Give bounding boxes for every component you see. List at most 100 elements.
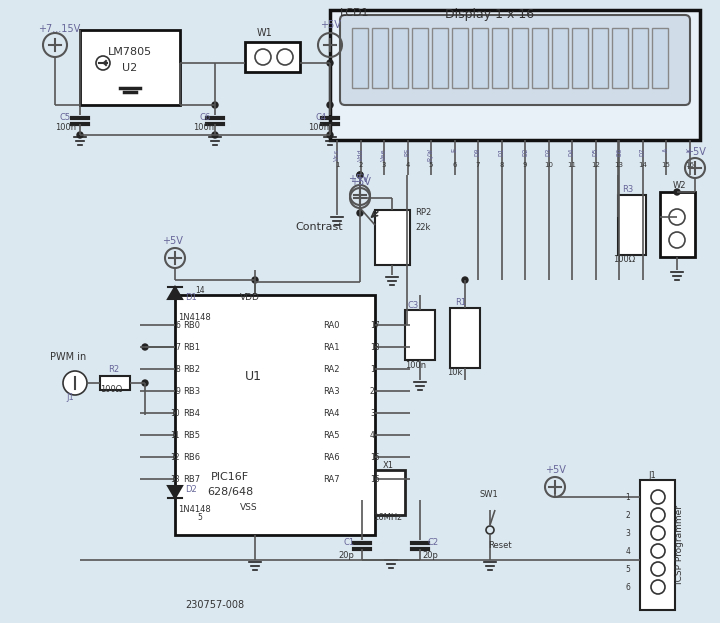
Text: 13: 13 — [614, 162, 624, 168]
Text: U2: U2 — [122, 63, 138, 73]
Text: 4: 4 — [625, 548, 630, 556]
Text: 100n: 100n — [55, 123, 76, 132]
Text: 1: 1 — [335, 162, 339, 168]
Text: 5: 5 — [197, 513, 202, 522]
Text: RA2: RA2 — [323, 364, 340, 374]
Bar — [405, 310, 435, 360]
Bar — [492, 28, 508, 88]
Text: Vdd: Vdd — [358, 148, 364, 161]
Bar — [432, 28, 448, 88]
Text: RA3: RA3 — [323, 386, 340, 396]
Text: Display 1 x 16: Display 1 x 16 — [446, 8, 534, 21]
Text: RA4: RA4 — [323, 409, 340, 417]
Text: LCD1: LCD1 — [340, 8, 369, 18]
Text: LM7805: LM7805 — [108, 47, 152, 57]
Text: VSS: VSS — [240, 503, 258, 512]
Text: 4: 4 — [405, 162, 410, 168]
Circle shape — [651, 490, 665, 504]
Circle shape — [142, 380, 148, 386]
Text: D2: D2 — [185, 485, 197, 494]
Circle shape — [277, 49, 293, 65]
Text: C3: C3 — [408, 301, 419, 310]
Circle shape — [327, 132, 333, 138]
Text: D7: D7 — [639, 148, 646, 156]
Text: 16: 16 — [685, 162, 694, 168]
Text: 14: 14 — [195, 286, 204, 295]
Circle shape — [252, 277, 258, 283]
Text: 12: 12 — [171, 452, 180, 462]
Circle shape — [63, 371, 87, 395]
Text: 7: 7 — [175, 343, 180, 351]
Text: 8: 8 — [175, 364, 180, 374]
Text: R1: R1 — [455, 298, 466, 307]
Text: C4: C4 — [315, 113, 326, 122]
Bar — [80, 30, 180, 105]
Text: RB5: RB5 — [183, 430, 200, 439]
Text: 11: 11 — [567, 162, 577, 168]
Text: Contrast: Contrast — [295, 222, 343, 232]
Text: 100Ω: 100Ω — [613, 255, 635, 264]
Circle shape — [357, 172, 363, 178]
Bar — [330, 10, 700, 140]
Text: J1: J1 — [66, 393, 73, 402]
Text: 100n: 100n — [308, 123, 329, 132]
Text: 16MHz: 16MHz — [373, 513, 402, 522]
Text: RB0: RB0 — [183, 320, 200, 330]
Bar — [512, 28, 528, 88]
Text: R2: R2 — [108, 365, 119, 374]
Circle shape — [77, 132, 83, 138]
Circle shape — [327, 102, 333, 108]
Text: +5V: +5V — [320, 20, 341, 30]
Bar — [175, 295, 375, 535]
Text: E: E — [451, 148, 457, 152]
Text: D3: D3 — [546, 148, 552, 156]
Text: R3: R3 — [622, 185, 634, 194]
FancyBboxPatch shape — [340, 15, 690, 105]
Text: J1: J1 — [648, 471, 656, 480]
Text: 16: 16 — [370, 475, 379, 483]
Bar — [632, 28, 648, 88]
Text: 3: 3 — [625, 530, 630, 538]
Text: RA0: RA0 — [323, 320, 340, 330]
Circle shape — [669, 209, 685, 225]
Circle shape — [651, 508, 665, 522]
Text: 10: 10 — [544, 162, 553, 168]
Text: 8: 8 — [499, 162, 504, 168]
Bar — [532, 28, 548, 88]
Bar — [572, 28, 588, 88]
Circle shape — [255, 49, 271, 65]
Bar — [472, 28, 488, 88]
Bar — [412, 28, 428, 88]
Text: +5V: +5V — [545, 465, 566, 475]
Bar — [592, 28, 608, 88]
Circle shape — [212, 132, 218, 138]
Text: 18: 18 — [370, 343, 379, 351]
Text: 6: 6 — [452, 162, 456, 168]
Text: RP2: RP2 — [415, 208, 431, 217]
Text: 2: 2 — [359, 162, 363, 168]
Circle shape — [651, 580, 665, 594]
Text: 20p: 20p — [422, 551, 438, 560]
Text: RB1: RB1 — [183, 343, 200, 351]
Text: R/W: R/W — [428, 148, 434, 161]
Text: 2: 2 — [625, 511, 630, 520]
Bar — [552, 28, 568, 88]
Circle shape — [142, 344, 148, 350]
Text: 9: 9 — [175, 386, 180, 396]
Text: W2: W2 — [673, 181, 686, 190]
Text: ICSP Programmer: ICSP Programmer — [675, 505, 685, 584]
Text: D1: D1 — [498, 148, 505, 156]
Text: D0: D0 — [475, 148, 481, 156]
Text: D5: D5 — [593, 148, 598, 156]
Bar — [245, 42, 300, 72]
Text: 5: 5 — [429, 162, 433, 168]
Text: D1: D1 — [185, 293, 197, 302]
Bar — [640, 480, 675, 610]
Bar — [618, 195, 646, 255]
Text: C5: C5 — [60, 113, 71, 122]
Circle shape — [327, 60, 333, 66]
Text: 1: 1 — [625, 493, 630, 503]
Text: C6: C6 — [200, 113, 211, 122]
Text: C1: C1 — [344, 538, 355, 547]
Polygon shape — [168, 287, 182, 299]
